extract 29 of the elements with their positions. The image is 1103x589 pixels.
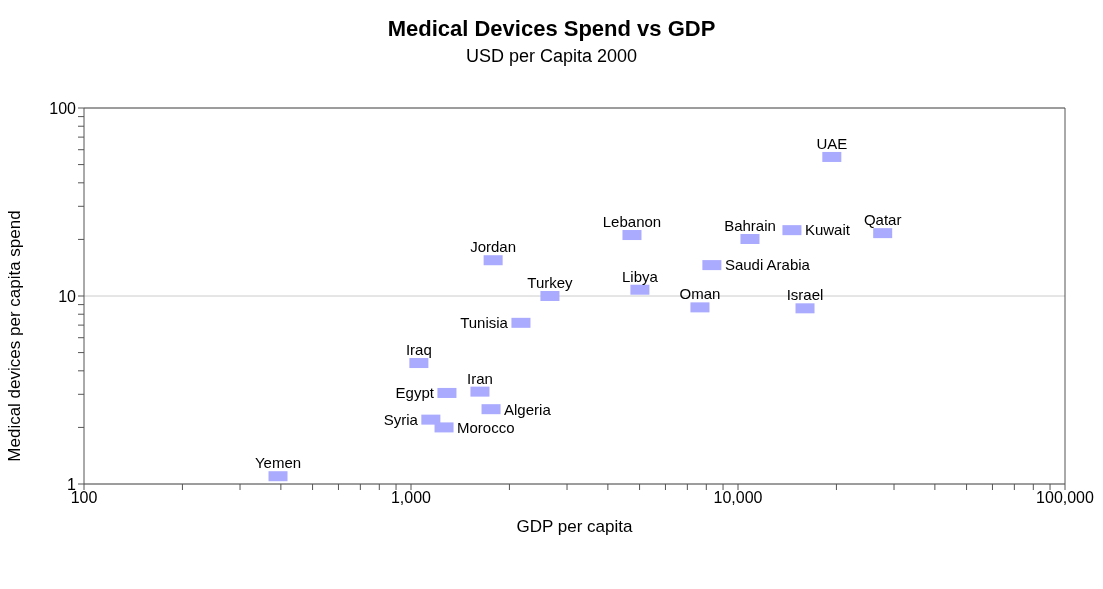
annotation: Bahrain (724, 217, 776, 234)
annotation: UAE (816, 134, 848, 152)
chart-title: Medical Devices Spend vs GDP (386, 16, 717, 42)
y-tick-label: 10 (58, 287, 77, 305)
annotation: Algeria (504, 400, 552, 418)
annotation: Oman (679, 285, 721, 303)
annotation: Jordan (470, 238, 517, 256)
annotation: Iraq (405, 341, 432, 359)
annotation: Yemen (254, 454, 302, 472)
x-tick-label: 100 (70, 489, 98, 507)
chart-subtitle: USD per Capita 2000 (464, 46, 639, 67)
annotation: Israel (786, 286, 824, 304)
x-tick-label: 100,000 (1036, 489, 1095, 507)
annotation: Kuwait (804, 221, 851, 239)
annotation: Qatar (863, 211, 902, 229)
annotation: Lebanon (602, 213, 662, 231)
y-tick-label: 100 (49, 99, 77, 117)
annotation: Tunisia (460, 314, 509, 332)
annotation: Libya (621, 267, 659, 285)
annotation: Morocco (457, 418, 515, 436)
x-tick-label: 10,000 (713, 489, 763, 507)
annotation: Saudi Arabia (724, 256, 811, 274)
annotation: Egypt (395, 384, 435, 402)
annotation: Syria (383, 410, 419, 428)
x-tick-label: 1,000 (390, 489, 432, 507)
annotation: Iran (467, 369, 493, 387)
y-axis-title: Medical devices per capita spend (5, 210, 25, 462)
annotation: Turkey (527, 274, 574, 291)
x-axis-title: GDP per capita (516, 517, 633, 536)
